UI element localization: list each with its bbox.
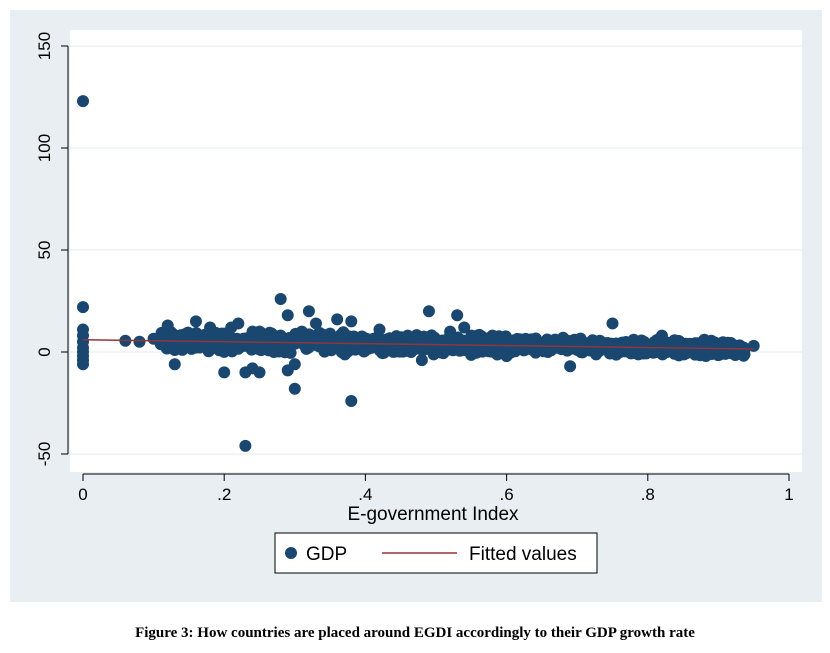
gdp-point (317, 341, 330, 354)
gdp-point (295, 325, 308, 338)
gdp-point (613, 337, 626, 350)
gdp-point (557, 331, 570, 344)
gdp-point (641, 339, 654, 352)
gdp-point (406, 339, 419, 352)
gdp-point (585, 335, 598, 348)
gdp-point (726, 339, 739, 352)
gdp-point (218, 366, 231, 379)
x-tick-label: .6 (500, 485, 514, 504)
scatter-chart: -50 0 50 100 150 0 .2 .4 .6 .8 1 E-government Inde… (10, 10, 822, 602)
gdp-point (288, 334, 301, 347)
x-tick-label: .4 (358, 485, 372, 504)
gdp-point (281, 309, 294, 322)
gdp-point (458, 321, 471, 334)
gdp-point (253, 366, 266, 379)
x-tick-label: .8 (641, 485, 655, 504)
gdp-point (599, 341, 612, 354)
gdp-point (189, 315, 202, 328)
gdp-point (692, 346, 705, 359)
axes: -50 0 50 100 150 0 .2 .4 .6 .8 1 (35, 32, 794, 504)
gdp-point (204, 321, 217, 334)
legend: GDP Fitted values (274, 532, 598, 574)
gdp-point (500, 350, 513, 363)
data-layer (77, 95, 760, 452)
gdp-point (444, 325, 457, 338)
gdp-point (528, 337, 541, 350)
gdp-point (77, 95, 89, 108)
legend-fit-label: Fitted values (469, 544, 577, 565)
gdp-point (232, 317, 245, 330)
gdp-point (331, 313, 344, 326)
gdp-point (247, 337, 260, 350)
gdp-point (684, 337, 697, 350)
y-tick-label: 50 (35, 241, 54, 260)
gdp-point (374, 339, 387, 352)
gdp-point (653, 343, 666, 356)
gdp-point (253, 325, 266, 338)
gdp-point (422, 305, 435, 318)
gdp-point (260, 333, 273, 346)
gdp-point (232, 337, 245, 350)
gdp-point (313, 326, 326, 339)
gdp-point (486, 329, 499, 342)
gdp-point (161, 319, 174, 332)
gdp-point (239, 439, 252, 452)
x-tick-label: 0 (78, 485, 87, 504)
gdp-point (309, 317, 322, 330)
gdp-point (627, 333, 640, 346)
gdp-point (345, 315, 358, 328)
gdp-point (302, 305, 315, 318)
y-tick-label: 0 (35, 347, 54, 356)
gdp-point (288, 382, 301, 395)
gdp-point (154, 337, 167, 350)
gdp-point (514, 333, 527, 346)
gdp-point (373, 323, 386, 336)
legend-gdp-marker (285, 547, 297, 559)
gdp-point (387, 341, 400, 354)
y-tick-label: 150 (35, 32, 54, 60)
gdp-point (278, 346, 291, 359)
gdp-point (302, 341, 315, 354)
chart-panel: -50 0 50 100 150 0 .2 .4 .6 .8 1 E-government Inde… (10, 10, 822, 602)
gdp-point (168, 358, 181, 371)
x-tick-label: .2 (217, 485, 231, 504)
gdp-point (430, 335, 442, 348)
x-tick-label: 1 (784, 485, 793, 504)
gdp-point (564, 360, 577, 373)
gdp-point (347, 330, 360, 343)
gdp-point (606, 317, 619, 330)
gdp-point (451, 309, 464, 322)
gdp-point (274, 329, 287, 342)
gdp-point (274, 292, 287, 305)
gdp-point (77, 358, 89, 371)
y-tick-label: -50 (35, 442, 54, 467)
x-axis-title: E-government Index (347, 504, 519, 525)
legend-gdp-label: GDP (306, 544, 347, 565)
gdp-point (267, 346, 280, 359)
gdp-point (698, 333, 711, 346)
gdp-point (747, 339, 760, 352)
gdp-point (194, 336, 207, 349)
figure-caption: Figure 3: How countries are placed aroun… (135, 625, 695, 641)
gdp-point (655, 329, 668, 342)
gdp-point (211, 341, 224, 354)
plot-background (70, 30, 802, 472)
gdp-point (542, 341, 555, 354)
gdp-point (415, 354, 428, 367)
gdp-point (133, 335, 146, 348)
gdp-point (168, 343, 181, 356)
gdp-point (182, 333, 195, 346)
gdp-point (288, 358, 301, 371)
gdp-point (345, 394, 358, 407)
gdp-point (401, 329, 414, 342)
gdp-point (77, 301, 89, 314)
gdp-point (359, 333, 372, 346)
y-tick-label: 100 (35, 134, 54, 162)
gdp-point (324, 327, 337, 340)
fitted-values-line (82, 339, 754, 350)
